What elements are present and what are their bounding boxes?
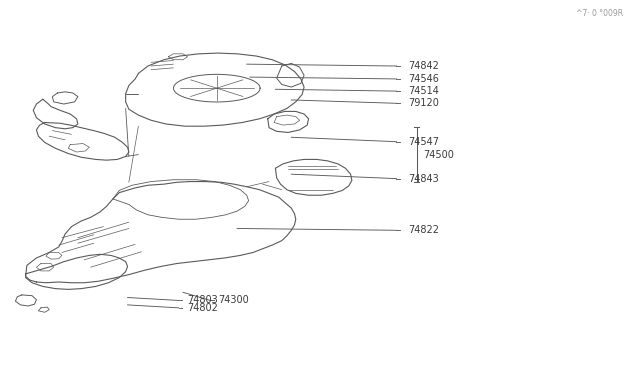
Text: 74842: 74842 bbox=[408, 61, 439, 71]
Text: 74300: 74300 bbox=[219, 295, 250, 305]
Text: 74547: 74547 bbox=[408, 137, 439, 147]
Text: 74843: 74843 bbox=[408, 174, 438, 184]
Text: 79120: 79120 bbox=[408, 98, 439, 108]
Text: 74822: 74822 bbox=[408, 225, 439, 235]
Text: 74514: 74514 bbox=[408, 86, 439, 96]
Text: 74546: 74546 bbox=[408, 74, 439, 84]
Text: 74500: 74500 bbox=[423, 150, 454, 160]
Text: ^7· 0 °009R: ^7· 0 °009R bbox=[575, 9, 623, 18]
Text: 74803: 74803 bbox=[187, 295, 218, 305]
Text: 74802: 74802 bbox=[187, 303, 218, 313]
